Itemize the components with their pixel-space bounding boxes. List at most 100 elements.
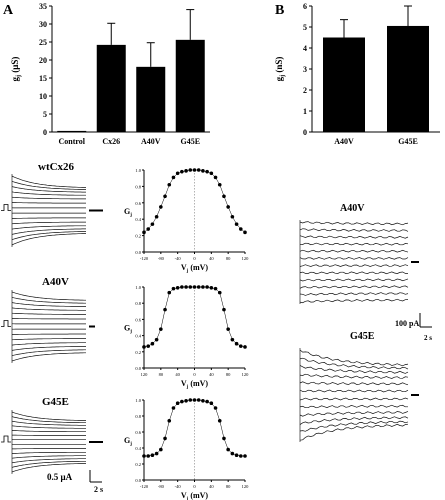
trace-line: [299, 404, 408, 409]
y-tick-label: 0.6: [135, 430, 141, 435]
scale-left-time: 2 s: [94, 485, 103, 494]
x-tick-label: 40: [209, 484, 214, 489]
x-tick-label: G45E: [398, 137, 418, 146]
data-point: [222, 194, 226, 199]
trace-line: [299, 278, 409, 282]
x-tick-label: -80: [158, 484, 165, 489]
data-point: [180, 169, 184, 174]
data-point: [213, 175, 218, 180]
trace-line: [299, 285, 409, 289]
trace-line: [11, 225, 86, 230]
trace-line: [11, 318, 86, 320]
voltage-pulse-icon: [1, 435, 11, 443]
data-point: [226, 327, 230, 331]
data-point: [209, 401, 214, 406]
data-point: [196, 168, 201, 172]
bar-chart-b: 0 1 2 3 4 5 6 A40V G45E gj (nS): [274, 2, 440, 146]
trace-line: [11, 228, 86, 235]
data-point: [230, 214, 235, 219]
data-point: [167, 419, 172, 423]
data-point: [154, 337, 159, 342]
x-tick-label: 80: [159, 372, 164, 377]
data-point: [209, 171, 214, 176]
trace-line: [11, 231, 86, 241]
y-axis-label: Gj: [124, 207, 132, 218]
data-point: [188, 285, 193, 289]
data-point: [243, 454, 247, 458]
y-axis-label: Gj: [124, 436, 132, 447]
data-point: [146, 454, 151, 458]
trace-line: [299, 221, 409, 226]
y-tick-label: 35: [39, 2, 47, 11]
y-tick-label: 1.0: [135, 285, 141, 290]
data-point: [234, 222, 239, 226]
trace-line: [299, 292, 409, 296]
trace-line: [11, 416, 86, 424]
data-point: [159, 327, 163, 331]
trace-line: [11, 202, 86, 204]
y-tick-label: 1.0: [135, 398, 141, 403]
data-point: [234, 341, 239, 346]
x-tick-label: Control: [58, 137, 85, 146]
x-tick-label: A40V: [141, 137, 161, 146]
x-tick-label: G45E: [180, 137, 200, 146]
bar-a40v: [323, 37, 365, 132]
trace-line: [11, 425, 86, 429]
data-point: [217, 290, 222, 295]
y-tick-label: 5: [303, 23, 307, 32]
trace-line: [11, 346, 86, 351]
trace-line: [11, 338, 86, 341]
gj-plot-g45e: 0.0 0.2 0.4 0.6 0.8 1.0 -120 -80 -40 0 40 80 120 Gj Vj…: [124, 398, 249, 500]
data-point: [192, 398, 197, 402]
data-point: [222, 436, 226, 441]
data-point: [150, 222, 155, 226]
x-tick-label: 40: [209, 256, 214, 261]
trace-line: [299, 257, 409, 260]
trace-line: [299, 416, 409, 425]
trace-line: [299, 397, 409, 401]
data-point: [163, 436, 167, 441]
x-tick-label: -120: [140, 484, 149, 489]
x-axis-label: Vj (mV): [181, 491, 209, 500]
y-tick-label: 5: [43, 110, 47, 119]
data-point: [150, 453, 155, 458]
y-tick-label: 0.4: [135, 334, 141, 339]
trace-title-a40v: A40V: [42, 276, 69, 288]
y-tick-label: 1.0: [135, 168, 141, 173]
trace-line: [299, 242, 409, 246]
trace-line: [11, 196, 86, 200]
y-tick-label: 0: [43, 128, 47, 137]
data-point: [163, 194, 167, 199]
trace-line: [299, 381, 409, 386]
y-tick-label: 0.8: [135, 184, 141, 189]
x-tick-label: 80: [226, 484, 231, 489]
data-point: [201, 399, 205, 403]
data-point: [201, 169, 205, 173]
y-axis-label: gj (μS): [10, 57, 22, 82]
y-tick-label: 0.2: [135, 462, 141, 467]
trace-line: [11, 430, 86, 433]
trace-line: [11, 302, 86, 307]
trace-line: [11, 291, 86, 301]
data-point: [243, 230, 247, 235]
panel-label-a: A: [3, 3, 14, 18]
trace-line: [299, 298, 409, 304]
trace-line: [299, 235, 409, 239]
data-point: [142, 230, 146, 235]
bar-chart-a: 0 5 10 15 20 25 30 35 Control Cx26 A40V G45E gj (μS): [10, 2, 210, 146]
y-tick-label: 3: [303, 65, 307, 74]
trace-line: [11, 349, 86, 357]
trace-line: [299, 373, 409, 379]
data-point: [192, 285, 197, 289]
y-tick-label: 2: [303, 86, 307, 95]
x-tick-label: 120: [141, 372, 149, 377]
data-point: [171, 175, 176, 180]
y-tick-label: 0.0: [135, 478, 141, 483]
data-point: [238, 454, 243, 458]
trace-line: [11, 352, 86, 362]
x-tick-label: -80: [158, 256, 165, 261]
data-point: [175, 401, 180, 406]
gj-plot-wt: 0.0 0.2 0.4 0.6 0.8 1.0 -120 -80 -40 0 40 80 120 Gj Vj…: [124, 168, 249, 274]
trace-line: [299, 420, 409, 432]
